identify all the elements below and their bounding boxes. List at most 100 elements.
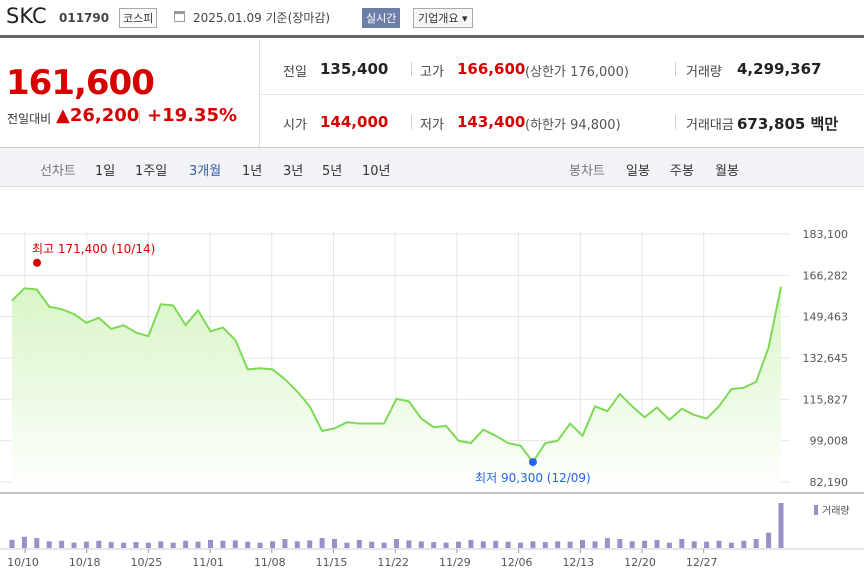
prev-close-value: 135,400 (320, 60, 389, 78)
volume-bar (518, 542, 523, 548)
volume-bar (245, 541, 251, 548)
y-axis-labels: 183,100 166,282 149,463 132,645 115,827 99,00… (803, 228, 849, 489)
volume-bar (580, 539, 585, 548)
volume-bar (270, 541, 275, 549)
volume-bar (728, 542, 734, 548)
volume-bar (232, 540, 238, 549)
price-chart: 183,100 166,282 149,463 132,645 115,827 99,00… (0, 228, 864, 569)
period-selector: 선차트 1일 1주일 3개월 1년 3년 5년 10년 봉차트 일봉 주봉 월봉 (0, 148, 864, 187)
volume-bars (9, 503, 784, 549)
volume-bar (555, 541, 561, 549)
volume-bar (257, 542, 263, 548)
change-value: ▲26,200 (56, 105, 140, 126)
volume-bar (406, 540, 412, 549)
volume-bar (381, 542, 387, 548)
candle-weekly[interactable]: 주봉 (670, 164, 694, 179)
volume-bar (493, 540, 499, 548)
x-tick-label: 11/15 (316, 556, 348, 569)
volume-bar (567, 541, 573, 548)
period-5y[interactable]: 5년 (322, 164, 343, 179)
volume-bar (34, 538, 40, 548)
period-1d[interactable]: 1일 (95, 164, 116, 179)
x-tick-label: 11/29 (439, 556, 471, 569)
volume-bar (418, 541, 424, 549)
high-value: 166,600 (457, 60, 526, 78)
x-tick-label: 11/22 (377, 556, 409, 569)
x-tick-label: 12/20 (624, 556, 656, 569)
current-price-panel: 161,600 전일대비 ▲26,200 +19.35% (0, 41, 260, 147)
volume-bar (208, 539, 213, 548)
candle-monthly[interactable]: 월봉 (715, 164, 739, 179)
volume-legend-swatch (814, 505, 818, 515)
x-tick-label: 12/06 (501, 556, 533, 569)
y-tick-label: 166,282 (803, 269, 849, 282)
volume-bar (158, 541, 164, 549)
volume-bar (642, 540, 648, 548)
volume-bar (133, 542, 139, 548)
x-tick-label: 12/13 (562, 556, 594, 569)
open-label: 시가 (283, 118, 307, 133)
volume-bar (530, 541, 536, 549)
current-price: 161,600 (6, 63, 155, 103)
volume-bar (183, 540, 189, 548)
volume-bar (679, 539, 685, 548)
candle-daily[interactable]: 일봉 (626, 164, 650, 179)
x-tick-label: 12/27 (686, 556, 718, 569)
period-1y[interactable]: 1년 (242, 164, 263, 179)
volume-bar (83, 541, 89, 548)
y-tick-label: 132,645 (803, 352, 849, 365)
volume-legend: 거래량 (822, 505, 850, 517)
volume-bar (369, 541, 375, 548)
x-axis-labels: 10/10 10/18 10/25 11/01 11/08 11/15 11/22 11/29… (7, 549, 718, 569)
volume-bar (443, 542, 449, 548)
volume-bar (766, 532, 772, 548)
volume-bar (282, 539, 288, 548)
volume-bar (21, 536, 27, 549)
stock-code: 011790 (59, 11, 110, 25)
volume-bar (666, 542, 672, 548)
prev-close-label: 전일 (283, 65, 307, 80)
volume-bar (46, 541, 52, 549)
volume-bar (332, 539, 337, 548)
stock-name: SKC (6, 4, 47, 28)
volume-bar (617, 539, 623, 548)
row-divider (261, 94, 864, 95)
y-tick-label: 149,463 (803, 311, 849, 324)
divider (139, 110, 140, 124)
as-of-date: 2025.01.09 기준(장마감) (193, 11, 331, 25)
y-tick-label: 115,827 (803, 393, 849, 406)
change-label: 전일대비 (7, 112, 52, 126)
volume-bar (505, 541, 511, 548)
price-line (11, 286, 782, 464)
volume-bar (716, 540, 722, 548)
volume-bar (654, 539, 660, 548)
x-tick-label: 11/08 (254, 556, 286, 569)
open-value: 144,000 (320, 113, 389, 131)
amount-value: 673,805 백만 (737, 115, 839, 133)
price-area (12, 286, 781, 492)
period-1w[interactable]: 1주일 (135, 164, 168, 179)
market-badge: 코스피 (119, 8, 158, 28)
volume-bar (195, 541, 201, 548)
volume-bar (704, 541, 710, 548)
x-tick-label: 11/01 (192, 556, 224, 569)
volume-bar (456, 541, 461, 548)
period-3y[interactable]: 3년 (283, 164, 304, 179)
company-overview-dropdown[interactable]: 기업개요 ▾ (413, 8, 473, 28)
volume-bar (319, 538, 325, 548)
volume-bar (356, 539, 362, 548)
volume-bar (145, 542, 151, 548)
period-3m[interactable]: 3개월 (189, 164, 222, 179)
period-10y[interactable]: 10년 (362, 164, 391, 179)
realtime-button[interactable]: 실시간 (362, 8, 401, 28)
volume-bar (592, 541, 598, 549)
volume-bar (604, 538, 610, 548)
x-tick-label: 10/25 (131, 556, 163, 569)
volume-bar (691, 541, 697, 549)
low-value: 143,400 (457, 113, 526, 131)
lower-limit: (하한가 94,800) (525, 118, 621, 133)
x-tick-label: 10/10 (7, 556, 39, 569)
upper-limit: (상한가 176,000) (525, 65, 629, 80)
volume-bar (753, 539, 759, 548)
price-summary: 161,600 전일대비 ▲26,200 +19.35% 전일 135,400 … (0, 41, 864, 148)
